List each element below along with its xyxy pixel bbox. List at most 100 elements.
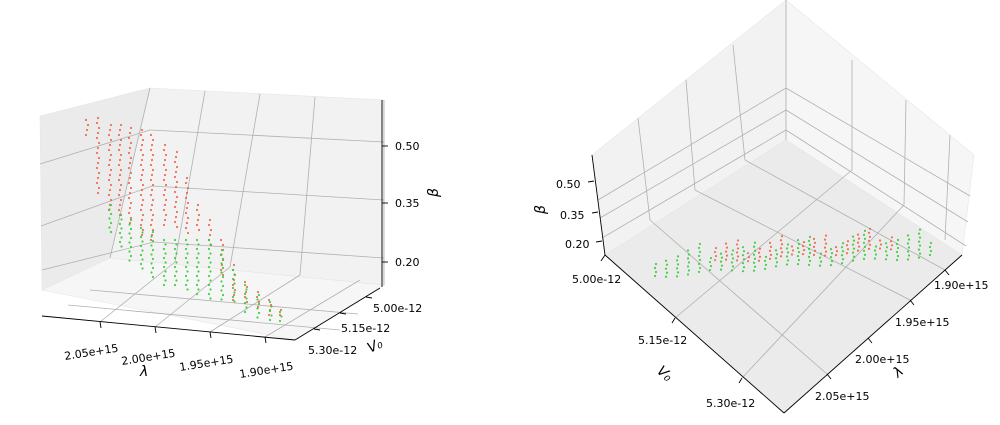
- data-point: [797, 242, 801, 246]
- data-point: [140, 173, 144, 177]
- data-point: [280, 315, 283, 318]
- data-point: [209, 261, 212, 264]
- right-grid-floor: [694, 189, 911, 301]
- data-point: [140, 128, 144, 132]
- data-point: [108, 226, 111, 229]
- data-point: [175, 261, 178, 264]
- data-point: [141, 249, 144, 252]
- data-point: [163, 143, 167, 147]
- data-point: [150, 143, 154, 147]
- data-point: [873, 249, 877, 252]
- right-grid-floor: [744, 159, 946, 271]
- right-3d-axes: 1.90e+15 1.95e+15 2.00e+15 2.05e+15 λ 5.…: [533, 0, 988, 414]
- data-point: [197, 252, 200, 255]
- data-point: [243, 295, 247, 299]
- data-point: [128, 232, 131, 235]
- right-y-tickmark: [738, 377, 743, 384]
- data-point: [119, 183, 123, 187]
- data-point: [117, 163, 121, 167]
- data-point: [129, 141, 133, 145]
- data-point: [233, 282, 236, 285]
- data-point: [162, 178, 166, 182]
- right-y-tickmark: [671, 317, 676, 324]
- data-point: [231, 283, 235, 287]
- data-point: [895, 258, 899, 262]
- data-point: [834, 246, 838, 249]
- data-point: [808, 259, 812, 262]
- data-point: [173, 238, 177, 242]
- data-point: [141, 231, 144, 234]
- right-z-tickmark: [591, 211, 599, 214]
- data-point: [268, 300, 272, 304]
- data-point: [162, 283, 166, 287]
- data-point: [163, 158, 167, 162]
- left-x-tickmark: [209, 331, 212, 339]
- data-point: [164, 261, 167, 264]
- data-point: [731, 265, 735, 268]
- data-point: [856, 249, 860, 252]
- data-point: [257, 300, 261, 304]
- data-point: [796, 254, 800, 258]
- data-point: [698, 250, 702, 254]
- data-point: [151, 230, 155, 234]
- data-point: [665, 271, 669, 274]
- data-point: [862, 249, 866, 252]
- data-point: [846, 240, 850, 243]
- left-grid-floor: [209, 274, 301, 333]
- data-point: [807, 247, 811, 250]
- data-point: [129, 171, 133, 175]
- data-point: [808, 243, 812, 246]
- data-point: [173, 190, 177, 194]
- data-point: [220, 253, 223, 256]
- data-point: [840, 262, 844, 265]
- data-point: [764, 263, 768, 266]
- data-point: [128, 259, 131, 262]
- data-point: [141, 267, 144, 270]
- right-z-tick-0: 0.50: [556, 178, 581, 191]
- data-point: [774, 249, 778, 252]
- data-point: [675, 267, 679, 270]
- data-point: [186, 270, 189, 273]
- data-point: [675, 259, 679, 262]
- data-point: [128, 176, 132, 180]
- data-point: [141, 213, 145, 217]
- data-point: [896, 246, 900, 250]
- data-point: [863, 237, 867, 240]
- left-grid-side-h: [39, 129, 151, 165]
- data-point: [797, 258, 801, 262]
- data-point: [118, 240, 122, 244]
- data-point: [127, 211, 131, 215]
- data-point: [232, 293, 236, 297]
- data-point: [151, 168, 155, 172]
- data-point: [889, 240, 893, 243]
- data-point: [244, 290, 248, 294]
- data-point: [256, 316, 259, 319]
- data-point: [686, 273, 690, 276]
- data-point: [868, 243, 872, 246]
- data-point: [118, 231, 122, 235]
- data-point: [791, 249, 795, 252]
- data-point: [243, 283, 247, 287]
- data-point: [208, 218, 212, 222]
- data-point: [118, 143, 122, 147]
- left-grid-floor: [264, 279, 361, 338]
- data-point: [163, 203, 167, 207]
- data-point: [129, 186, 133, 190]
- data-point: [818, 264, 822, 267]
- data-point: [185, 176, 189, 180]
- data-point: [175, 225, 179, 229]
- data-point: [664, 267, 668, 270]
- data-point: [929, 249, 933, 253]
- data-point: [186, 231, 190, 235]
- data-point: [753, 241, 757, 244]
- data-point: [270, 314, 273, 317]
- data-point: [139, 235, 143, 239]
- data-point: [824, 250, 828, 253]
- data-point: [757, 251, 761, 254]
- data-point: [150, 235, 153, 238]
- data-point: [184, 265, 188, 269]
- data-point: [917, 240, 921, 243]
- data-point: [175, 150, 179, 154]
- data-point: [107, 193, 111, 197]
- data-point: [768, 241, 772, 244]
